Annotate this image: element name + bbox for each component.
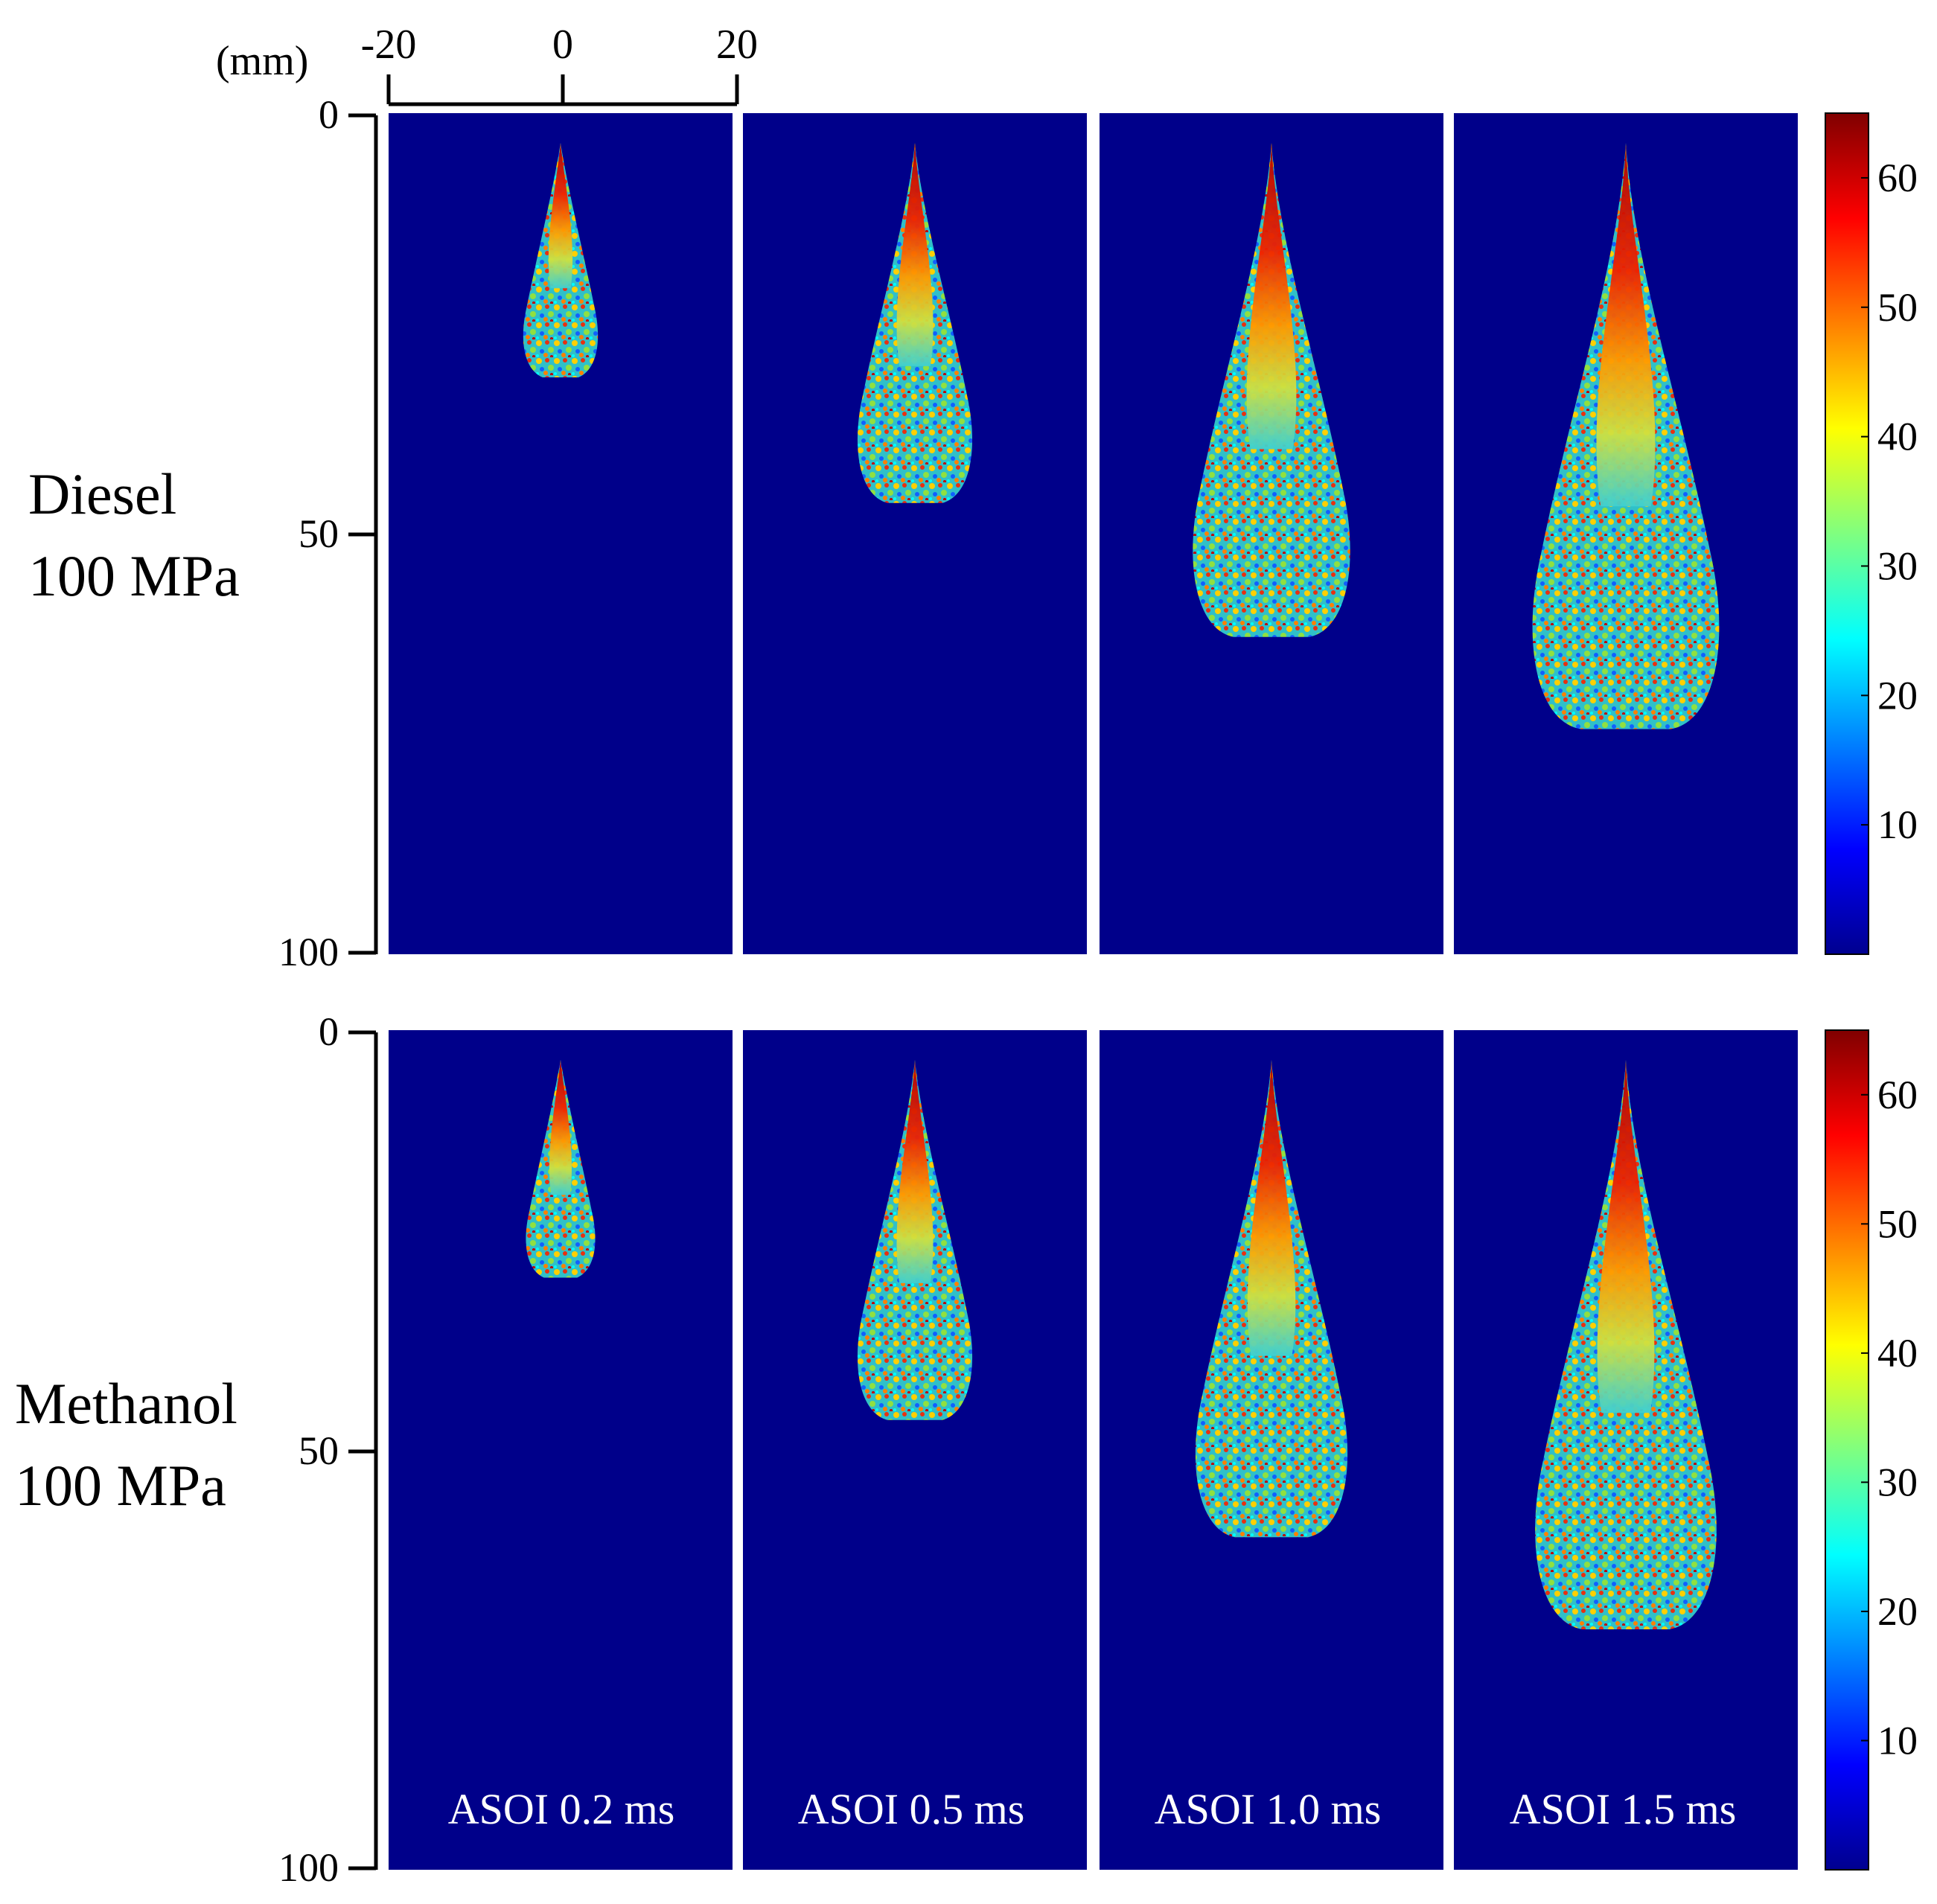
colorbar-row-1: 60 50 40 30 20 10 bbox=[1825, 112, 1918, 955]
spray-core bbox=[896, 143, 934, 366]
colorbar-tick-label: 10 bbox=[1877, 802, 1918, 847]
colorbar-tick-label: 50 bbox=[1877, 285, 1918, 330]
row-pressure-label: 100 MPa bbox=[15, 1453, 226, 1518]
colorbar-tick-label: 30 bbox=[1877, 543, 1918, 588]
time-label: ASOI 1.5 ms bbox=[1510, 1785, 1737, 1833]
colorbar-ticks: 60 50 40 30 20 10 bbox=[1861, 156, 1918, 847]
spray-core bbox=[1596, 143, 1656, 507]
y-tick-label: 0 bbox=[319, 92, 339, 137]
x-tick-label: 20 bbox=[716, 22, 758, 68]
y-tick-label: 50 bbox=[299, 511, 339, 556]
spray-core bbox=[1597, 1060, 1655, 1413]
y-tick-label: 0 bbox=[319, 1009, 339, 1054]
colorbar-row-2: 60 50 40 30 20 10 bbox=[1825, 1029, 1918, 1871]
colorbar-ticks: 60 50 40 30 20 10 bbox=[1861, 1073, 1918, 1763]
colorbar-tick-label: 60 bbox=[1877, 1073, 1918, 1117]
y-tick-label: 50 bbox=[299, 1428, 339, 1473]
time-label: ASOI 1.0 ms bbox=[1155, 1785, 1382, 1833]
row-label-methanol: Methanol 100 MPa bbox=[15, 1371, 237, 1518]
colorbar-tick-label: 40 bbox=[1877, 415, 1918, 459]
time-label: ASOI 0.5 ms bbox=[798, 1785, 1025, 1833]
spray-core bbox=[1247, 1060, 1296, 1356]
colorbar-gradient bbox=[1825, 112, 1869, 955]
spray-core bbox=[1246, 143, 1297, 450]
x-unit-label: (mm) bbox=[216, 38, 308, 84]
y-tick-label: 100 bbox=[278, 1845, 339, 1890]
colorbar-tick-label: 20 bbox=[1877, 673, 1918, 718]
y-tick-label: 100 bbox=[278, 930, 339, 974]
time-label: ASOI 0.2 ms bbox=[448, 1785, 675, 1833]
colorbar-tick-label: 60 bbox=[1877, 156, 1918, 200]
row-pressure-label: 100 MPa bbox=[28, 543, 240, 608]
colorbar-tick-label: 30 bbox=[1877, 1460, 1918, 1504]
spray-core bbox=[549, 1060, 572, 1195]
x-tick-label: -20 bbox=[361, 22, 417, 68]
colorbar-tick-label: 40 bbox=[1877, 1331, 1918, 1376]
row-label-diesel: Diesel 100 MPa bbox=[28, 461, 240, 608]
colorbar-tick-label: 10 bbox=[1877, 1718, 1918, 1763]
y-axis-row-1: 0 50 100 bbox=[278, 92, 378, 974]
row-fuel-label: Methanol bbox=[15, 1371, 237, 1436]
x-axis: (mm) -20 0 20 bbox=[216, 22, 758, 106]
time-labels: ASOI 0.2 ms ASOI 0.5 ms ASOI 1.0 ms ASOI… bbox=[448, 1785, 1737, 1833]
colorbar-tick-label: 20 bbox=[1877, 1589, 1918, 1634]
row-fuel-label: Diesel bbox=[28, 461, 176, 526]
spray-panels bbox=[389, 113, 1798, 1870]
colorbar-tick-label: 50 bbox=[1877, 1201, 1918, 1246]
spray-core bbox=[896, 1060, 934, 1283]
spray-core bbox=[548, 143, 573, 289]
y-axis-row-2: 0 50 100 bbox=[278, 1009, 378, 1890]
colorbar-gradient bbox=[1825, 1029, 1869, 1871]
x-tick-label: 0 bbox=[552, 22, 573, 68]
